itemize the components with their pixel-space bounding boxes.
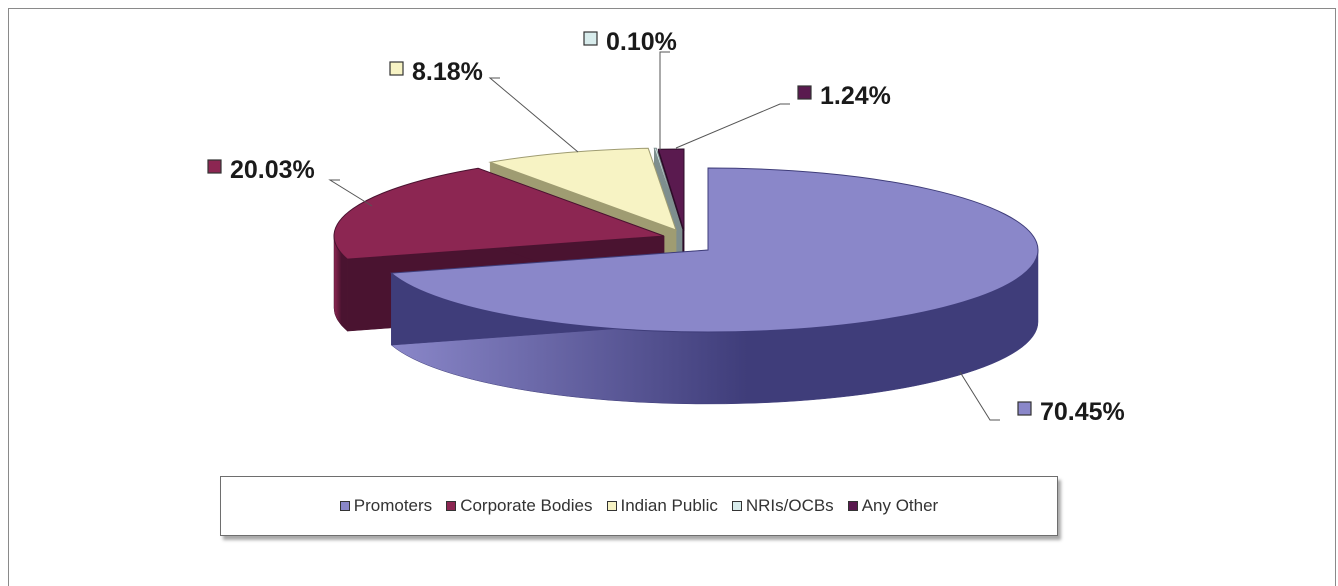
data-label-corporate-bodies: 20.03%	[230, 156, 315, 184]
pie-slice-promoters	[390, 167, 1039, 333]
data-label-swatch-nris-ocbs	[583, 31, 598, 46]
data-label-indian-public: 8.18%	[412, 58, 483, 86]
legend-label-corporate-bodies: Corporate Bodies	[460, 496, 593, 515]
legend-swatch-corporate-bodies	[446, 501, 457, 511]
data-label-nris-ocbs: 0.10%	[606, 28, 677, 56]
pie-slice-nris-ocbs	[653, 147, 683, 231]
legend-label-indian-public: Indian Public	[620, 496, 718, 515]
legend-label-promoters: Promoters	[353, 496, 433, 515]
legend-item-any-other: Any Other	[847, 496, 939, 516]
leader-line-nris-ocbs	[659, 51, 670, 150]
data-label-promoters: 70.45%	[1040, 398, 1125, 426]
pie-slice-corporate-bodies	[333, 167, 665, 260]
data-label-swatch-any-other	[797, 85, 812, 100]
legend-label-any-other: Any Other	[861, 496, 939, 515]
legend-item-indian-public: Indian Public	[606, 496, 718, 516]
legend-item-nris-ocbs: NRIs/OCBs	[731, 496, 834, 516]
data-label-any-other: 1.24%	[820, 82, 891, 110]
leader-line-indian-public	[488, 77, 579, 153]
data-label-swatch-corporate-bodies	[207, 159, 222, 174]
legend-swatch-promoters	[339, 501, 350, 511]
pie-slice-indian-public	[488, 147, 677, 231]
pie-slice-any-other	[657, 148, 685, 232]
leader-line-promoters	[959, 371, 1000, 421]
legend-label-nris-ocbs: NRIs/OCBs	[745, 496, 834, 515]
leader-line-any-other	[675, 103, 790, 149]
data-label-swatch-indian-public	[389, 61, 404, 76]
legend-swatch-any-other	[847, 501, 858, 511]
legend-item-corporate-bodies: Corporate Bodies	[446, 496, 593, 516]
legend-swatch-indian-public	[606, 501, 617, 511]
data-label-swatch-promoters	[1017, 401, 1032, 416]
legend-swatch-nris-ocbs	[731, 501, 742, 511]
legend: Promoters Corporate Bodies Indian Public NR…	[220, 476, 1058, 536]
leader-line-corporate-bodies	[328, 179, 373, 207]
legend-item-promoters: Promoters	[339, 496, 433, 516]
